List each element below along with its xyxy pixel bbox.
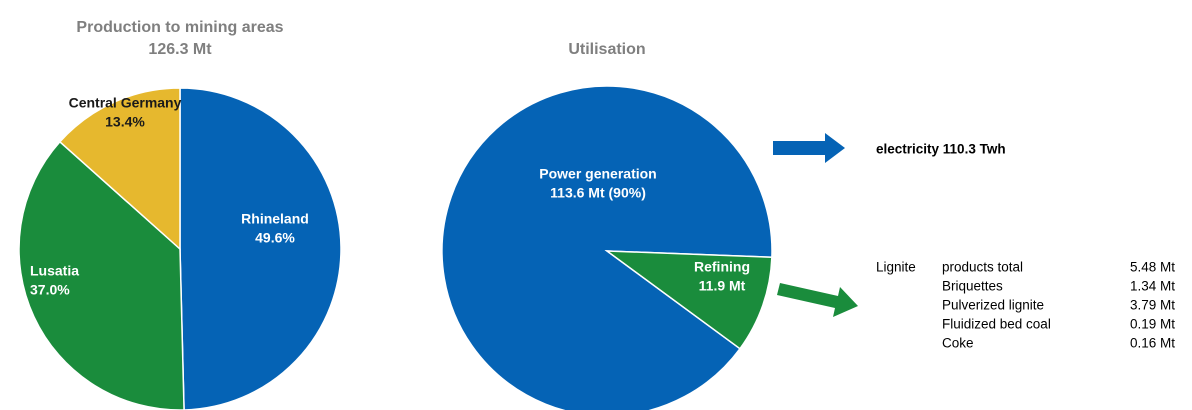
- product-amount: 0.19 Mt: [1130, 317, 1175, 332]
- product-amount: 0.16 Mt: [1130, 336, 1175, 351]
- product-amount: 1.34 Mt: [1130, 279, 1175, 294]
- product-name: Pulverized lignite: [942, 298, 1044, 313]
- slice-label: Refining: [694, 259, 750, 275]
- pie-slice: [604, 250, 773, 350]
- slice-value-label: 13.4%: [105, 114, 145, 130]
- green-arrow: [777, 283, 858, 317]
- slice-value-label: 49.6%: [255, 230, 295, 246]
- product-amount: 3.79 Mt: [1130, 298, 1175, 313]
- slice-value-label: 37.0%: [30, 282, 70, 298]
- pie-slice: [18, 140, 185, 410]
- slice-value-label: 11.9 Mt: [699, 278, 746, 294]
- pie-slice: [179, 87, 342, 410]
- chart-title: Utilisation: [568, 41, 645, 58]
- product-amount: 5.48 Mt: [1130, 260, 1175, 275]
- slice-label: Power generation: [539, 166, 656, 182]
- slice-value-label: 113.6 Mt (90%): [550, 185, 646, 201]
- product-name: Coke: [942, 336, 974, 351]
- products-label: Lignite: [876, 260, 916, 275]
- chart-title: Production to mining areas: [76, 19, 283, 36]
- pie-slice: [58, 87, 181, 251]
- blue-arrow: [773, 133, 845, 163]
- chart-subtitle: 126.3 Mt: [148, 41, 212, 58]
- slice-label: Rhineland: [241, 211, 309, 227]
- slice-label: Central Germany: [69, 95, 182, 111]
- product-name: products total: [942, 260, 1023, 275]
- product-name: Fluidized bed coal: [942, 317, 1051, 332]
- product-name: Briquettes: [942, 279, 1003, 294]
- pie-slice: [441, 85, 773, 410]
- annotation: electricity 110.3 Twh: [876, 142, 1006, 157]
- slice-label: Lusatia: [30, 263, 79, 279]
